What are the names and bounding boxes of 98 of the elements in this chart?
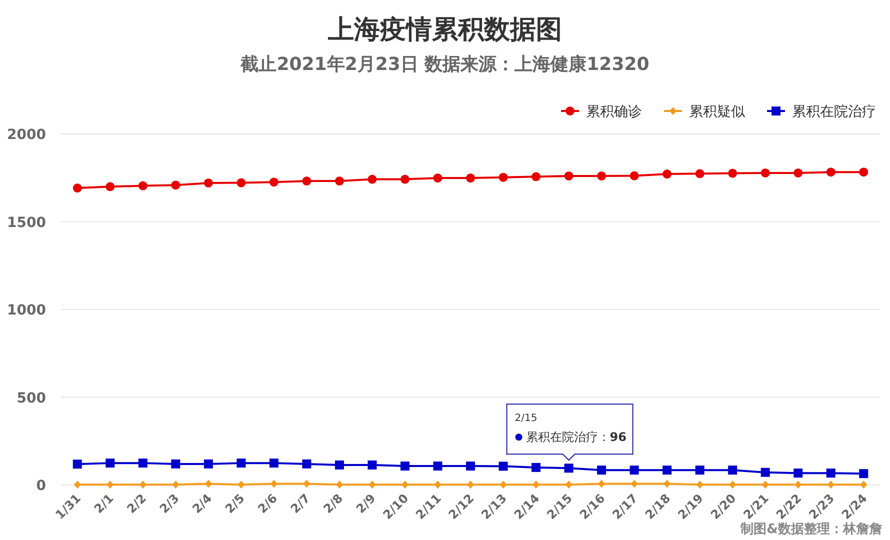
x-tick-label: 2/3 <box>156 491 182 516</box>
point <box>434 480 442 489</box>
x-tick-label: 2/7 <box>288 491 313 516</box>
point <box>368 174 377 184</box>
point <box>662 466 672 475</box>
point <box>368 480 376 489</box>
point <box>433 174 442 183</box>
point <box>565 480 572 489</box>
point <box>302 459 312 468</box>
point <box>760 468 770 477</box>
point <box>859 469 868 478</box>
point <box>334 460 344 470</box>
point <box>466 462 475 471</box>
legend-label: 累积在院治疗 <box>792 104 876 120</box>
point <box>760 168 770 178</box>
point <box>269 178 278 187</box>
point <box>695 169 704 178</box>
point <box>72 460 82 469</box>
point <box>532 480 540 489</box>
point <box>204 459 213 468</box>
point <box>859 168 868 177</box>
point <box>336 480 343 489</box>
legend-label: 累积确诊 <box>586 104 642 120</box>
point <box>368 460 377 470</box>
legend-label: 累积疑似 <box>689 104 745 120</box>
x-tick-label: 2/4 <box>190 491 215 516</box>
point <box>433 462 442 471</box>
point <box>827 480 834 489</box>
point <box>171 180 180 190</box>
point <box>729 480 736 489</box>
point <box>204 178 213 188</box>
point <box>269 458 278 468</box>
point <box>270 480 278 488</box>
point <box>664 480 671 488</box>
point <box>860 480 868 489</box>
point <box>204 480 212 488</box>
point <box>728 466 738 475</box>
point <box>794 168 803 178</box>
y-tick-label: 2000 <box>7 127 46 143</box>
chart-title: 上海疫情累积数据图 <box>327 15 562 45</box>
y-tick-label: 1500 <box>7 214 46 231</box>
point <box>106 458 115 468</box>
point <box>238 480 245 489</box>
text: 制图&数据整理：林詹詹 <box>740 522 882 537</box>
annotation: 2/15 <box>514 413 538 424</box>
annotation: 累积在院治疗：96 <box>526 430 626 444</box>
tooltip: 2/15 累积在院治疗：96 <box>506 404 634 461</box>
point <box>630 466 639 475</box>
point <box>597 171 606 180</box>
point <box>138 181 148 190</box>
point <box>106 480 114 489</box>
point <box>303 480 310 488</box>
point <box>400 462 410 471</box>
point <box>532 462 541 472</box>
x-tick-label: 2/9 <box>354 491 378 516</box>
point <box>826 168 836 177</box>
x-tick-label: 2/1 <box>91 491 116 516</box>
point <box>498 172 508 182</box>
point <box>467 480 474 489</box>
point <box>500 480 507 489</box>
point <box>400 174 410 184</box>
point <box>630 171 639 180</box>
y-tick-label: 500 <box>16 390 46 406</box>
point <box>139 480 146 489</box>
point <box>762 480 769 489</box>
point <box>236 458 246 468</box>
point <box>630 480 638 488</box>
point <box>498 462 508 471</box>
point <box>172 480 180 489</box>
point <box>106 182 115 192</box>
chart-subtitle: 截止2021年2月23日 数据来源：上海健康12320 <box>240 54 650 75</box>
point <box>466 174 475 183</box>
point <box>695 466 704 475</box>
x-tick-label: 2/6 <box>255 491 280 516</box>
y-tick-label: 0 <box>36 478 46 494</box>
point <box>171 459 180 468</box>
point <box>236 178 246 188</box>
point <box>794 468 803 478</box>
point <box>138 458 148 468</box>
point <box>564 464 574 473</box>
point <box>662 170 672 179</box>
y-tick-label: 1000 <box>7 302 46 318</box>
x-tick-label: 2/8 <box>320 491 346 516</box>
point <box>74 480 81 489</box>
point <box>532 172 541 182</box>
point <box>302 176 312 186</box>
point <box>728 168 738 178</box>
x-tick-label: 2/5 <box>222 491 248 516</box>
point <box>794 480 802 489</box>
x-tick-label: 2/2 <box>124 491 150 516</box>
point <box>696 480 704 489</box>
point <box>598 480 606 488</box>
point <box>401 480 408 489</box>
point <box>597 466 606 475</box>
point <box>564 171 574 180</box>
point <box>334 176 344 186</box>
point <box>826 468 836 478</box>
point <box>72 184 82 193</box>
